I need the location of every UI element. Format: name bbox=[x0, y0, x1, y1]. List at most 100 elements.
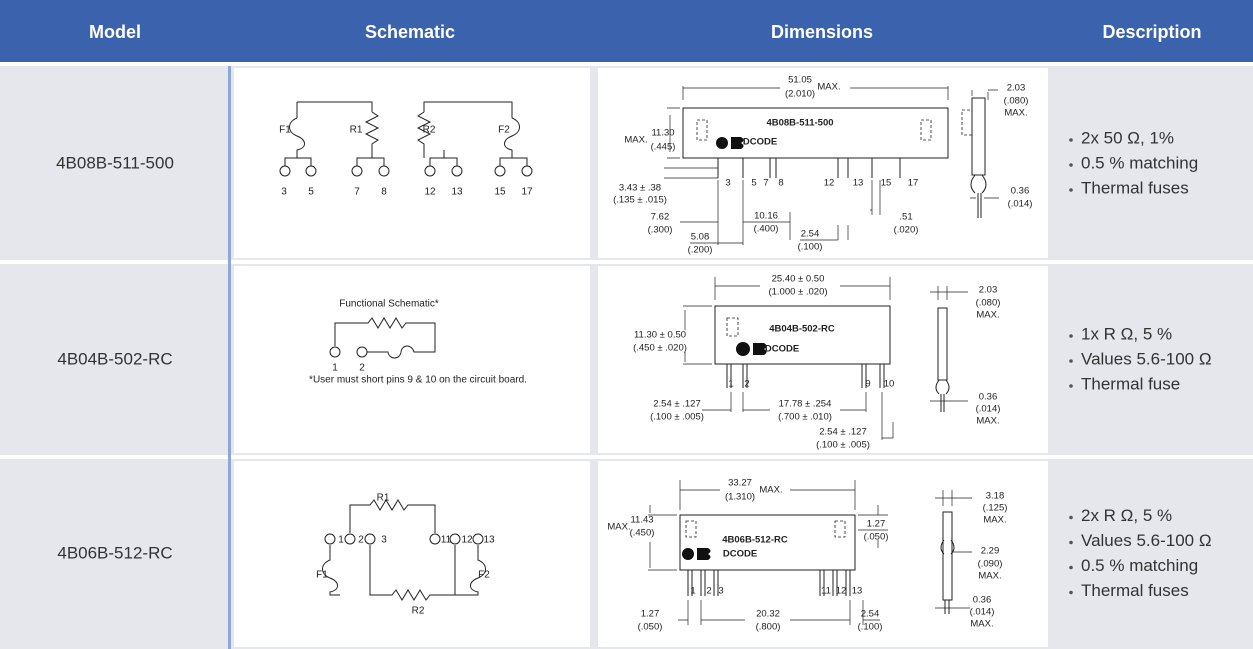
dimension-label: MAX. bbox=[976, 310, 999, 321]
drawing-panels bbox=[234, 68, 1048, 647]
description-item: 2x R Ω, 5 % bbox=[1081, 506, 1172, 525]
schematic-label: F2 bbox=[478, 570, 490, 581]
model-name: 4B06B-512-RC bbox=[57, 543, 172, 562]
dimension-label: 1 bbox=[728, 379, 733, 390]
dimension-label: 1.27 bbox=[867, 519, 886, 530]
dimension-drawing bbox=[648, 480, 972, 625]
dimension-label: 4B08B-511-500 bbox=[766, 118, 833, 129]
dimension-label: 2.54 ± .127 bbox=[653, 399, 700, 410]
dimension-label: MAX. bbox=[970, 619, 993, 630]
column-header: Description bbox=[1102, 22, 1201, 42]
dimension-label: 2.54 bbox=[861, 609, 880, 620]
dimension-label: 5.08 bbox=[691, 232, 710, 243]
dimension-label: 8 bbox=[778, 178, 783, 189]
column-divider bbox=[228, 66, 231, 649]
schematic-label: F1 bbox=[316, 570, 328, 581]
dimension-label: 9 bbox=[865, 379, 870, 390]
row-divider bbox=[0, 455, 1253, 459]
schematic-label: 13 bbox=[451, 187, 463, 198]
bullet bbox=[1069, 565, 1073, 570]
dimension-label: MAX. bbox=[759, 485, 782, 496]
dimension-label: (.080) bbox=[1004, 96, 1029, 107]
dimension-label: (.100 ± .005) bbox=[816, 440, 870, 451]
column-header: Schematic bbox=[365, 22, 455, 42]
schematic-label: 12 bbox=[461, 535, 473, 546]
column-header: Model bbox=[89, 22, 141, 42]
description-item: Thermal fuse bbox=[1081, 374, 1180, 393]
description-item: Values 5.6-100 Ω bbox=[1081, 531, 1212, 550]
dimension-label: 0.36 bbox=[979, 392, 998, 403]
bullet bbox=[1069, 515, 1073, 520]
dimension-label: (.020) bbox=[894, 225, 919, 236]
dimension-label: 51.05 bbox=[788, 75, 812, 86]
dimension-label: (1.000 ± .020) bbox=[768, 287, 827, 298]
schematic-label: 15 bbox=[494, 187, 506, 198]
dimension-label: (.400) bbox=[754, 224, 779, 235]
dimension-label: MAX. bbox=[607, 522, 630, 533]
bullet bbox=[1069, 359, 1073, 363]
dimension-label: MAX. bbox=[624, 135, 647, 146]
dimension-label: 2 bbox=[744, 379, 749, 390]
dimension-label: (.050) bbox=[864, 532, 889, 543]
row-divider bbox=[0, 260, 1253, 264]
dimension-label: MAX. bbox=[976, 416, 999, 427]
dimension-label: (.014) bbox=[976, 404, 1001, 415]
schematic-drawing bbox=[322, 499, 486, 601]
dimension-label: 1 bbox=[690, 586, 695, 597]
model-name: 4B04B-502-RC bbox=[57, 349, 172, 368]
bullet bbox=[1069, 188, 1073, 192]
bullet bbox=[1069, 334, 1073, 338]
schematic-label: 12 bbox=[424, 187, 436, 198]
bullet bbox=[1069, 540, 1073, 545]
dimension-label: 2.54 bbox=[801, 229, 820, 240]
dimension-label: 11.43 bbox=[630, 515, 653, 526]
dimension-label: MAX. bbox=[1004, 108, 1027, 119]
dimension-label: 3 bbox=[725, 178, 730, 189]
schematic-label: 1 bbox=[338, 535, 344, 546]
description-item: Thermal fuses bbox=[1081, 581, 1189, 600]
dimension-label: 5 bbox=[751, 178, 756, 189]
dimension-label: 2.54 ± .127 bbox=[819, 427, 866, 438]
schematic-label: 8 bbox=[381, 187, 387, 198]
dimension-label: 7 bbox=[763, 178, 768, 189]
schematic-label: R2 bbox=[412, 606, 425, 617]
schematic-label: F1 bbox=[279, 125, 291, 136]
dimension-label: (.450 ± .020) bbox=[633, 343, 687, 354]
dimension-label: (.080) bbox=[976, 298, 1001, 309]
bullet bbox=[1069, 138, 1073, 142]
bullet bbox=[1069, 384, 1073, 388]
schematic-drawing bbox=[329, 317, 436, 359]
bullet bbox=[1069, 163, 1073, 167]
dimension-label: MAX. bbox=[978, 571, 1001, 582]
schematic-label: 1 bbox=[332, 363, 338, 374]
description-item: 1x R Ω, 5 % bbox=[1081, 324, 1172, 343]
dimension-label: 1.27 bbox=[641, 609, 660, 620]
description-item: Thermal fuses bbox=[1081, 178, 1189, 197]
schematic-label: 3 bbox=[281, 187, 287, 198]
dimension-label: (.200) bbox=[688, 245, 713, 256]
description-item: 0.5 % matching bbox=[1081, 153, 1198, 172]
dimension-label: 12 bbox=[836, 586, 847, 597]
dimension-label: .51 bbox=[899, 212, 912, 223]
dimension-label: (.445) bbox=[651, 142, 676, 153]
schematic-label: 13 bbox=[483, 535, 495, 546]
dimension-label: 7.62 bbox=[651, 212, 670, 223]
dimension-label: 0.36 bbox=[1011, 186, 1030, 197]
dimension-label: (.014) bbox=[970, 607, 995, 618]
column-header: Dimensions bbox=[771, 22, 873, 42]
dimension-label: DCODE bbox=[723, 549, 757, 560]
dimension-label: (.050) bbox=[638, 622, 663, 633]
schematic-label: 7 bbox=[354, 187, 360, 198]
dimension-label: 3 bbox=[718, 586, 723, 597]
schematic-drawing bbox=[279, 101, 533, 177]
dimension-label: MAX. bbox=[817, 82, 840, 93]
dimension-label: (.700 ± .010) bbox=[778, 412, 832, 423]
schematic-label: R2 bbox=[423, 125, 436, 136]
schematic-label: 3 bbox=[381, 535, 387, 546]
schematic-label: *User must short pins 9 & 10 on the circ… bbox=[309, 375, 527, 386]
schematic-label: F2 bbox=[498, 125, 510, 136]
dimension-label: 17.78 ± .254 bbox=[779, 399, 832, 410]
dimension-label: 13 bbox=[852, 586, 863, 597]
dimension-label: 12 bbox=[824, 178, 835, 189]
